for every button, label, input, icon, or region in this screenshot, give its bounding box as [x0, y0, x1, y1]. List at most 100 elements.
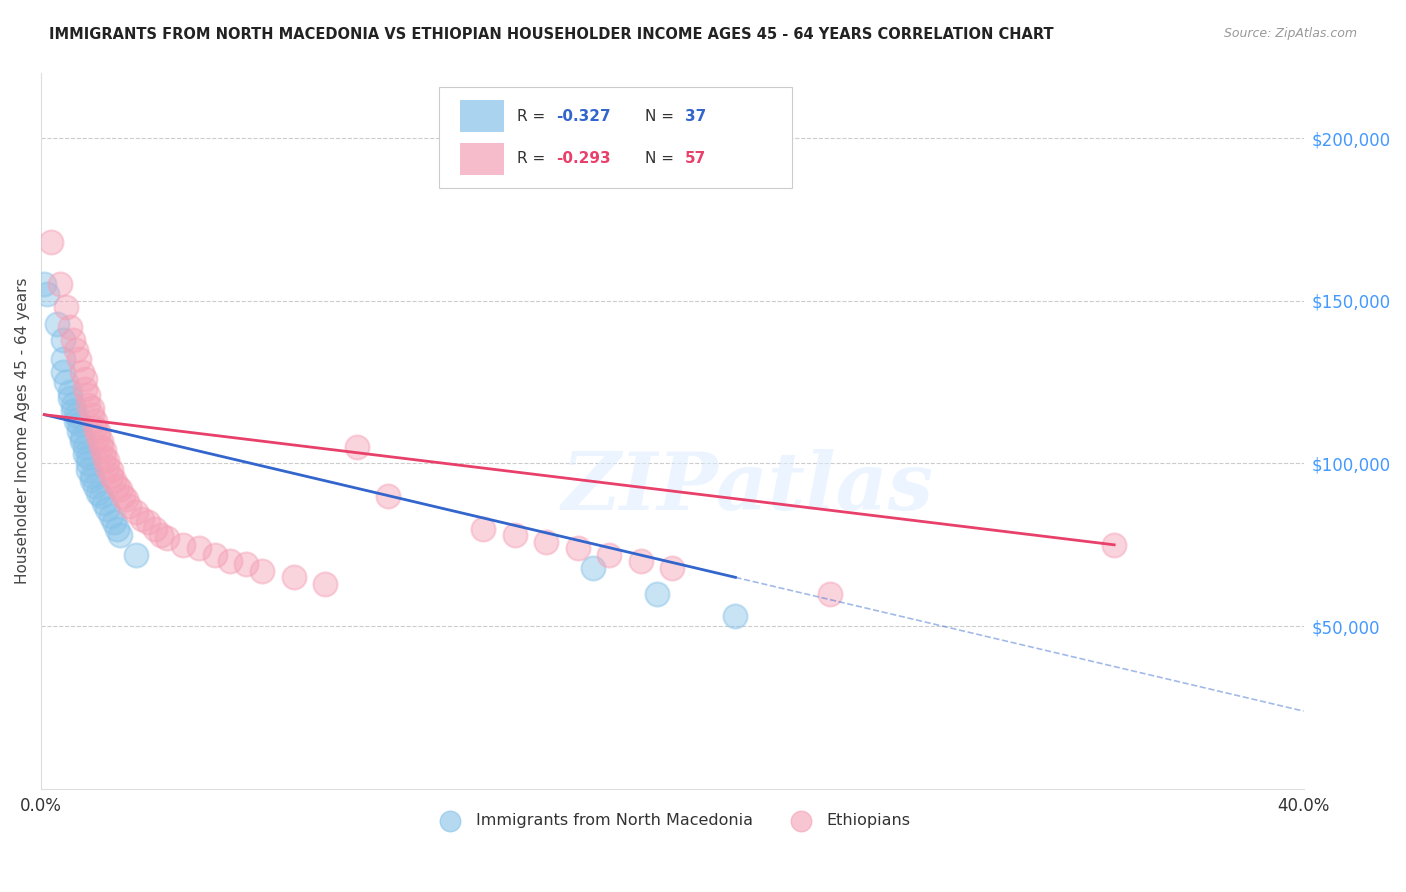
Point: [87, 430, 110, 444]
Point: [96, 459, 118, 474]
Point: [75, 440, 97, 454]
Point: [143, 522, 166, 536]
Point: [75, 382, 97, 396]
Point: [250, 564, 273, 578]
Text: -0.293: -0.293: [557, 152, 610, 166]
Point: [45, 317, 67, 331]
Point: [70, 430, 93, 444]
Point: [58, 319, 80, 334]
Point: [93, 443, 115, 458]
Text: N =: N =: [644, 152, 679, 166]
Point: [55, 300, 77, 314]
Point: [83, 420, 105, 434]
Point: [80, 473, 103, 487]
Point: [472, 522, 495, 536]
Point: [314, 577, 336, 591]
Point: [80, 401, 103, 416]
Point: [77, 398, 100, 412]
Text: 57: 57: [685, 152, 706, 166]
Text: ZIPatlas: ZIPatlas: [562, 450, 934, 527]
Point: [39, 235, 62, 250]
Point: [112, 489, 135, 503]
Point: [724, 609, 747, 624]
FancyBboxPatch shape: [439, 87, 792, 187]
Point: [75, 372, 97, 386]
Point: [80, 469, 103, 483]
Point: [567, 541, 589, 555]
Point: [598, 548, 620, 562]
Point: [219, 554, 242, 568]
Point: [83, 479, 105, 493]
Point: [65, 414, 87, 428]
Point: [1102, 538, 1125, 552]
Point: [96, 502, 118, 516]
Point: [118, 499, 141, 513]
Point: [138, 515, 160, 529]
Point: [93, 450, 115, 464]
Point: [70, 365, 93, 379]
Point: [58, 384, 80, 399]
Point: [108, 528, 131, 542]
Point: [105, 479, 128, 493]
Point: [108, 483, 131, 497]
Point: [103, 515, 125, 529]
Point: [100, 508, 122, 523]
Point: [77, 463, 100, 477]
Point: [125, 505, 148, 519]
Point: [49, 277, 72, 292]
Point: [346, 440, 368, 454]
Point: [96, 453, 118, 467]
Point: [661, 560, 683, 574]
Point: [55, 375, 77, 389]
Point: [65, 343, 87, 357]
Point: [77, 457, 100, 471]
Y-axis label: Householder Income Ages 45 - 64 years: Householder Income Ages 45 - 64 years: [15, 277, 30, 584]
Point: [62, 333, 84, 347]
Point: [90, 440, 112, 454]
Point: [67, 352, 90, 367]
Point: [67, 417, 90, 432]
Point: [80, 408, 103, 422]
Text: 37: 37: [685, 109, 706, 123]
Point: [534, 534, 557, 549]
FancyBboxPatch shape: [460, 143, 505, 175]
Point: [105, 522, 128, 536]
Point: [235, 558, 257, 572]
Point: [90, 434, 112, 448]
Point: [125, 548, 148, 562]
FancyBboxPatch shape: [460, 100, 505, 132]
Point: [52, 365, 75, 379]
Point: [377, 489, 399, 503]
Point: [87, 424, 110, 438]
Point: [65, 408, 87, 422]
Point: [32, 277, 55, 292]
Point: [150, 528, 173, 542]
Point: [52, 333, 75, 347]
Point: [77, 450, 100, 464]
Point: [52, 352, 75, 367]
Text: -0.327: -0.327: [557, 109, 610, 123]
Point: [67, 424, 90, 438]
Point: [93, 495, 115, 509]
Point: [204, 548, 226, 562]
Point: [131, 512, 153, 526]
Point: [283, 570, 305, 584]
Point: [503, 528, 526, 542]
Point: [90, 489, 112, 503]
Text: R =: R =: [517, 109, 550, 123]
Point: [58, 392, 80, 406]
Point: [156, 531, 179, 545]
Point: [582, 560, 605, 574]
Legend: Immigrants from North Macedonia, Ethiopians: Immigrants from North Macedonia, Ethiopi…: [427, 806, 917, 835]
Point: [100, 463, 122, 477]
Point: [172, 538, 194, 552]
Point: [77, 388, 100, 402]
Point: [75, 447, 97, 461]
Point: [630, 554, 652, 568]
Text: N =: N =: [644, 109, 679, 123]
Text: Source: ZipAtlas.com: Source: ZipAtlas.com: [1223, 27, 1357, 40]
Point: [37, 287, 59, 301]
Point: [70, 434, 93, 448]
Point: [87, 485, 110, 500]
Point: [103, 473, 125, 487]
